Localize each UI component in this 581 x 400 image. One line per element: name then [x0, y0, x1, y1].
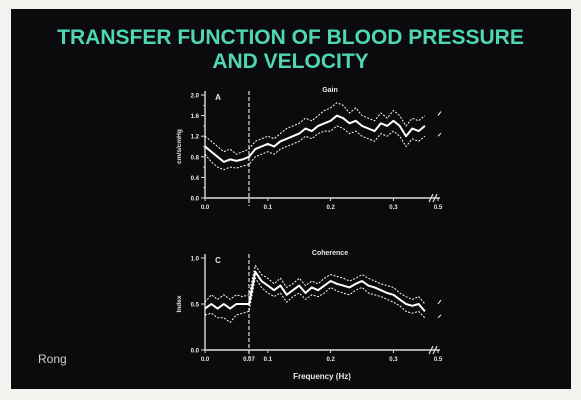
slide-background: [11, 9, 571, 389]
panel-a-trailing-marks: [437, 111, 442, 137]
panel-a-x-tick-label: 0.1: [264, 205, 273, 211]
panel-c-x-tick-label: 0.2: [326, 357, 335, 363]
panel-c-x-tick-label: 0.0: [201, 357, 210, 363]
panel-c-x-axis-label: Frequency (Hz): [293, 372, 351, 381]
panel-a-y-tick-label: 0.8: [191, 155, 200, 161]
panel-c-y-axis-label: Index: [176, 295, 183, 312]
panel-c-label: C: [215, 256, 221, 265]
panel-a-y-axis-label: cm/s/cmHg: [176, 129, 183, 164]
panel-a-x-tick-label: 0.0: [201, 205, 210, 211]
panel-c-x-tick-label: 0.07: [243, 357, 255, 363]
panel-a-x-tick-label: 0.2: [326, 205, 335, 211]
panel-c-trailing-marks: [437, 299, 442, 319]
panel-a-axis-break: [428, 193, 438, 203]
panel-c-x-tick-label: 0.1: [264, 357, 273, 363]
panel-a-series-line-0: [204, 114, 426, 163]
panel-a-y-tick-label: 2.0: [191, 94, 200, 100]
panel-a-series-line-2: [204, 125, 426, 171]
slide-title-line-1: TRANSFER FUNCTION OF BLOOD PRESSURE: [57, 26, 524, 49]
panel-c-series-line-0: [204, 270, 426, 313]
panel-a-label: A: [215, 93, 221, 102]
panel-a-y-tick-label: 0.0: [191, 197, 200, 203]
panel-a-title: Gain: [322, 87, 338, 94]
panel-c-series-line-1: [204, 264, 426, 305]
panel-c-y-tick-label: 0.5: [191, 303, 200, 309]
panel-a-y-tick-label: 0.4: [191, 176, 200, 182]
panel-a-y-tick-label: 1.2: [191, 135, 200, 141]
panel-a-x-tick-label: 0.5: [434, 205, 443, 211]
panel-c-x-tick-label: 0.5: [434, 357, 443, 363]
author-label: Rong: [38, 352, 67, 366]
panel-c-y-tick-label: 0.0: [191, 349, 200, 355]
panel-a-y-tick-label: 1.6: [191, 114, 200, 120]
panel-c-title: Coherence: [312, 250, 348, 257]
panel-a-x-tick-label: 0.3: [389, 205, 398, 211]
panel-c-series-line-2: [204, 277, 426, 323]
panel-c-axis-break: [428, 345, 438, 355]
slide-title-line-2: AND VELOCITY: [212, 50, 369, 73]
panel-c-x-tick-label: 0.3: [389, 357, 398, 363]
panel-c-y-tick-label: 1.0: [191, 257, 200, 263]
